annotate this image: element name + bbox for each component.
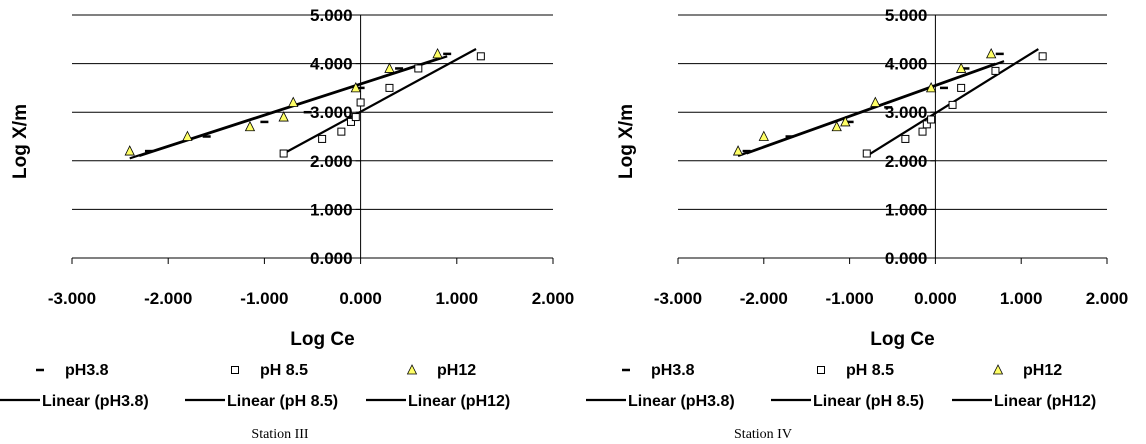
data-point-triangle (182, 130, 193, 141)
data-point-triangle (244, 120, 256, 132)
y-tick-label: 2.000 (885, 152, 928, 171)
legend-label: Linear (pH3.8) (42, 393, 149, 410)
legend-label: pH3.8 (65, 362, 109, 379)
y-tick-label: 4.000 (885, 55, 928, 74)
legend-marker-square (817, 366, 825, 374)
legend-label: Linear (pH 8.5) (813, 393, 924, 410)
data-point-triangle (124, 145, 135, 156)
data-point-square (385, 83, 394, 92)
y-tick-label: 0.000 (310, 249, 353, 268)
data-point-square (346, 117, 355, 126)
data-point-triangle (288, 96, 299, 107)
data-point-triangle (278, 111, 289, 122)
y-tick-label: 3.000 (885, 103, 928, 122)
data-point-square (918, 127, 927, 136)
x-axis-title: Log Ce (870, 329, 934, 350)
y-tick-label: 1.000 (310, 200, 353, 219)
legend-label: Linear (pH3.8) (628, 393, 735, 410)
x-tick-label: -2.000 (144, 289, 192, 308)
y-tick-label: 5.000 (885, 6, 928, 25)
y-tick-label: 1.000 (885, 200, 928, 219)
data-point-square (862, 149, 871, 158)
data-point-square (318, 134, 327, 143)
legend-label: pH 8.5 (260, 362, 308, 379)
legend-label: Linear (pH12) (408, 393, 510, 410)
x-tick-label: 2.000 (1086, 289, 1129, 308)
y-tick-label: 3.000 (310, 103, 353, 122)
y-axis-title: Log X/m (616, 104, 637, 179)
chart-caption: Station III (251, 427, 308, 442)
x-tick-label: 1.000 (1000, 289, 1043, 308)
data-point-triangle (758, 130, 769, 141)
data-point-square (351, 113, 360, 122)
y-axis-title: Log X/m (10, 104, 31, 179)
legend-marker-triangle (406, 364, 418, 375)
x-tick-label: -1.000 (825, 289, 873, 308)
data-point-triangle (350, 82, 361, 93)
data-point-square (901, 134, 910, 143)
x-tick-label: 0.000 (339, 289, 382, 308)
y-tick-label: 2.000 (310, 152, 353, 171)
legend-label: Linear (pH 8.5) (227, 393, 338, 410)
data-point-square (356, 98, 365, 107)
chart-0: -3.000 -2.000 -1.000 0.000 1.000 2.000 0.000 1.… (0, 6, 574, 442)
trendline-2 (129, 57, 438, 160)
trendline-2 (737, 62, 996, 157)
data-point-triangle (955, 62, 967, 73)
y-tick-label: 0.000 (885, 249, 928, 268)
x-tick-label: -3.000 (654, 289, 702, 308)
data-point-triangle (870, 96, 881, 107)
trendline-1 (283, 48, 477, 155)
chart-caption: Station IV (734, 427, 792, 442)
data-point-square (279, 149, 288, 158)
x-tick-label: -3.000 (48, 289, 96, 308)
x-tick-label: 0.000 (914, 289, 957, 308)
legend-label: pH12 (437, 362, 476, 379)
data-point-square (476, 52, 485, 61)
legend-marker-triangle (992, 364, 1004, 375)
data-point-triangle (432, 47, 443, 59)
data-point-square (957, 83, 966, 92)
x-tick-label: -1.000 (240, 289, 288, 308)
data-point-square (414, 64, 423, 73)
legend-label: pH12 (1023, 362, 1062, 379)
data-point-square (337, 127, 346, 136)
data-point-square (991, 66, 1000, 75)
x-axis-title: Log Ce (290, 329, 354, 350)
data-point-triangle (925, 82, 937, 93)
data-point-triangle (986, 47, 997, 59)
y-tick-label: 4.000 (310, 55, 353, 74)
data-point-triangle (831, 120, 842, 132)
y-tick-label: 5.000 (310, 6, 353, 25)
data-point-triangle (840, 116, 851, 127)
legend-label: pH3.8 (651, 362, 695, 379)
x-tick-label: 1.000 (436, 289, 479, 308)
data-point-triangle (732, 145, 744, 156)
chart-1: -3.000 -2.000 -1.000 0.000 1.000 2.000 0.000 1.… (586, 6, 1128, 442)
legend-label: pH 8.5 (846, 362, 894, 379)
legend-marker-square (231, 366, 239, 374)
data-point-square (948, 100, 957, 109)
x-tick-label: 2.000 (532, 289, 575, 308)
data-point-square (927, 115, 936, 124)
data-point-triangle (384, 62, 395, 73)
data-point-square (1038, 52, 1047, 61)
data-point-square (922, 120, 931, 129)
legend-label: Linear (pH12) (994, 393, 1096, 410)
x-tick-label: -2.000 (740, 289, 788, 308)
